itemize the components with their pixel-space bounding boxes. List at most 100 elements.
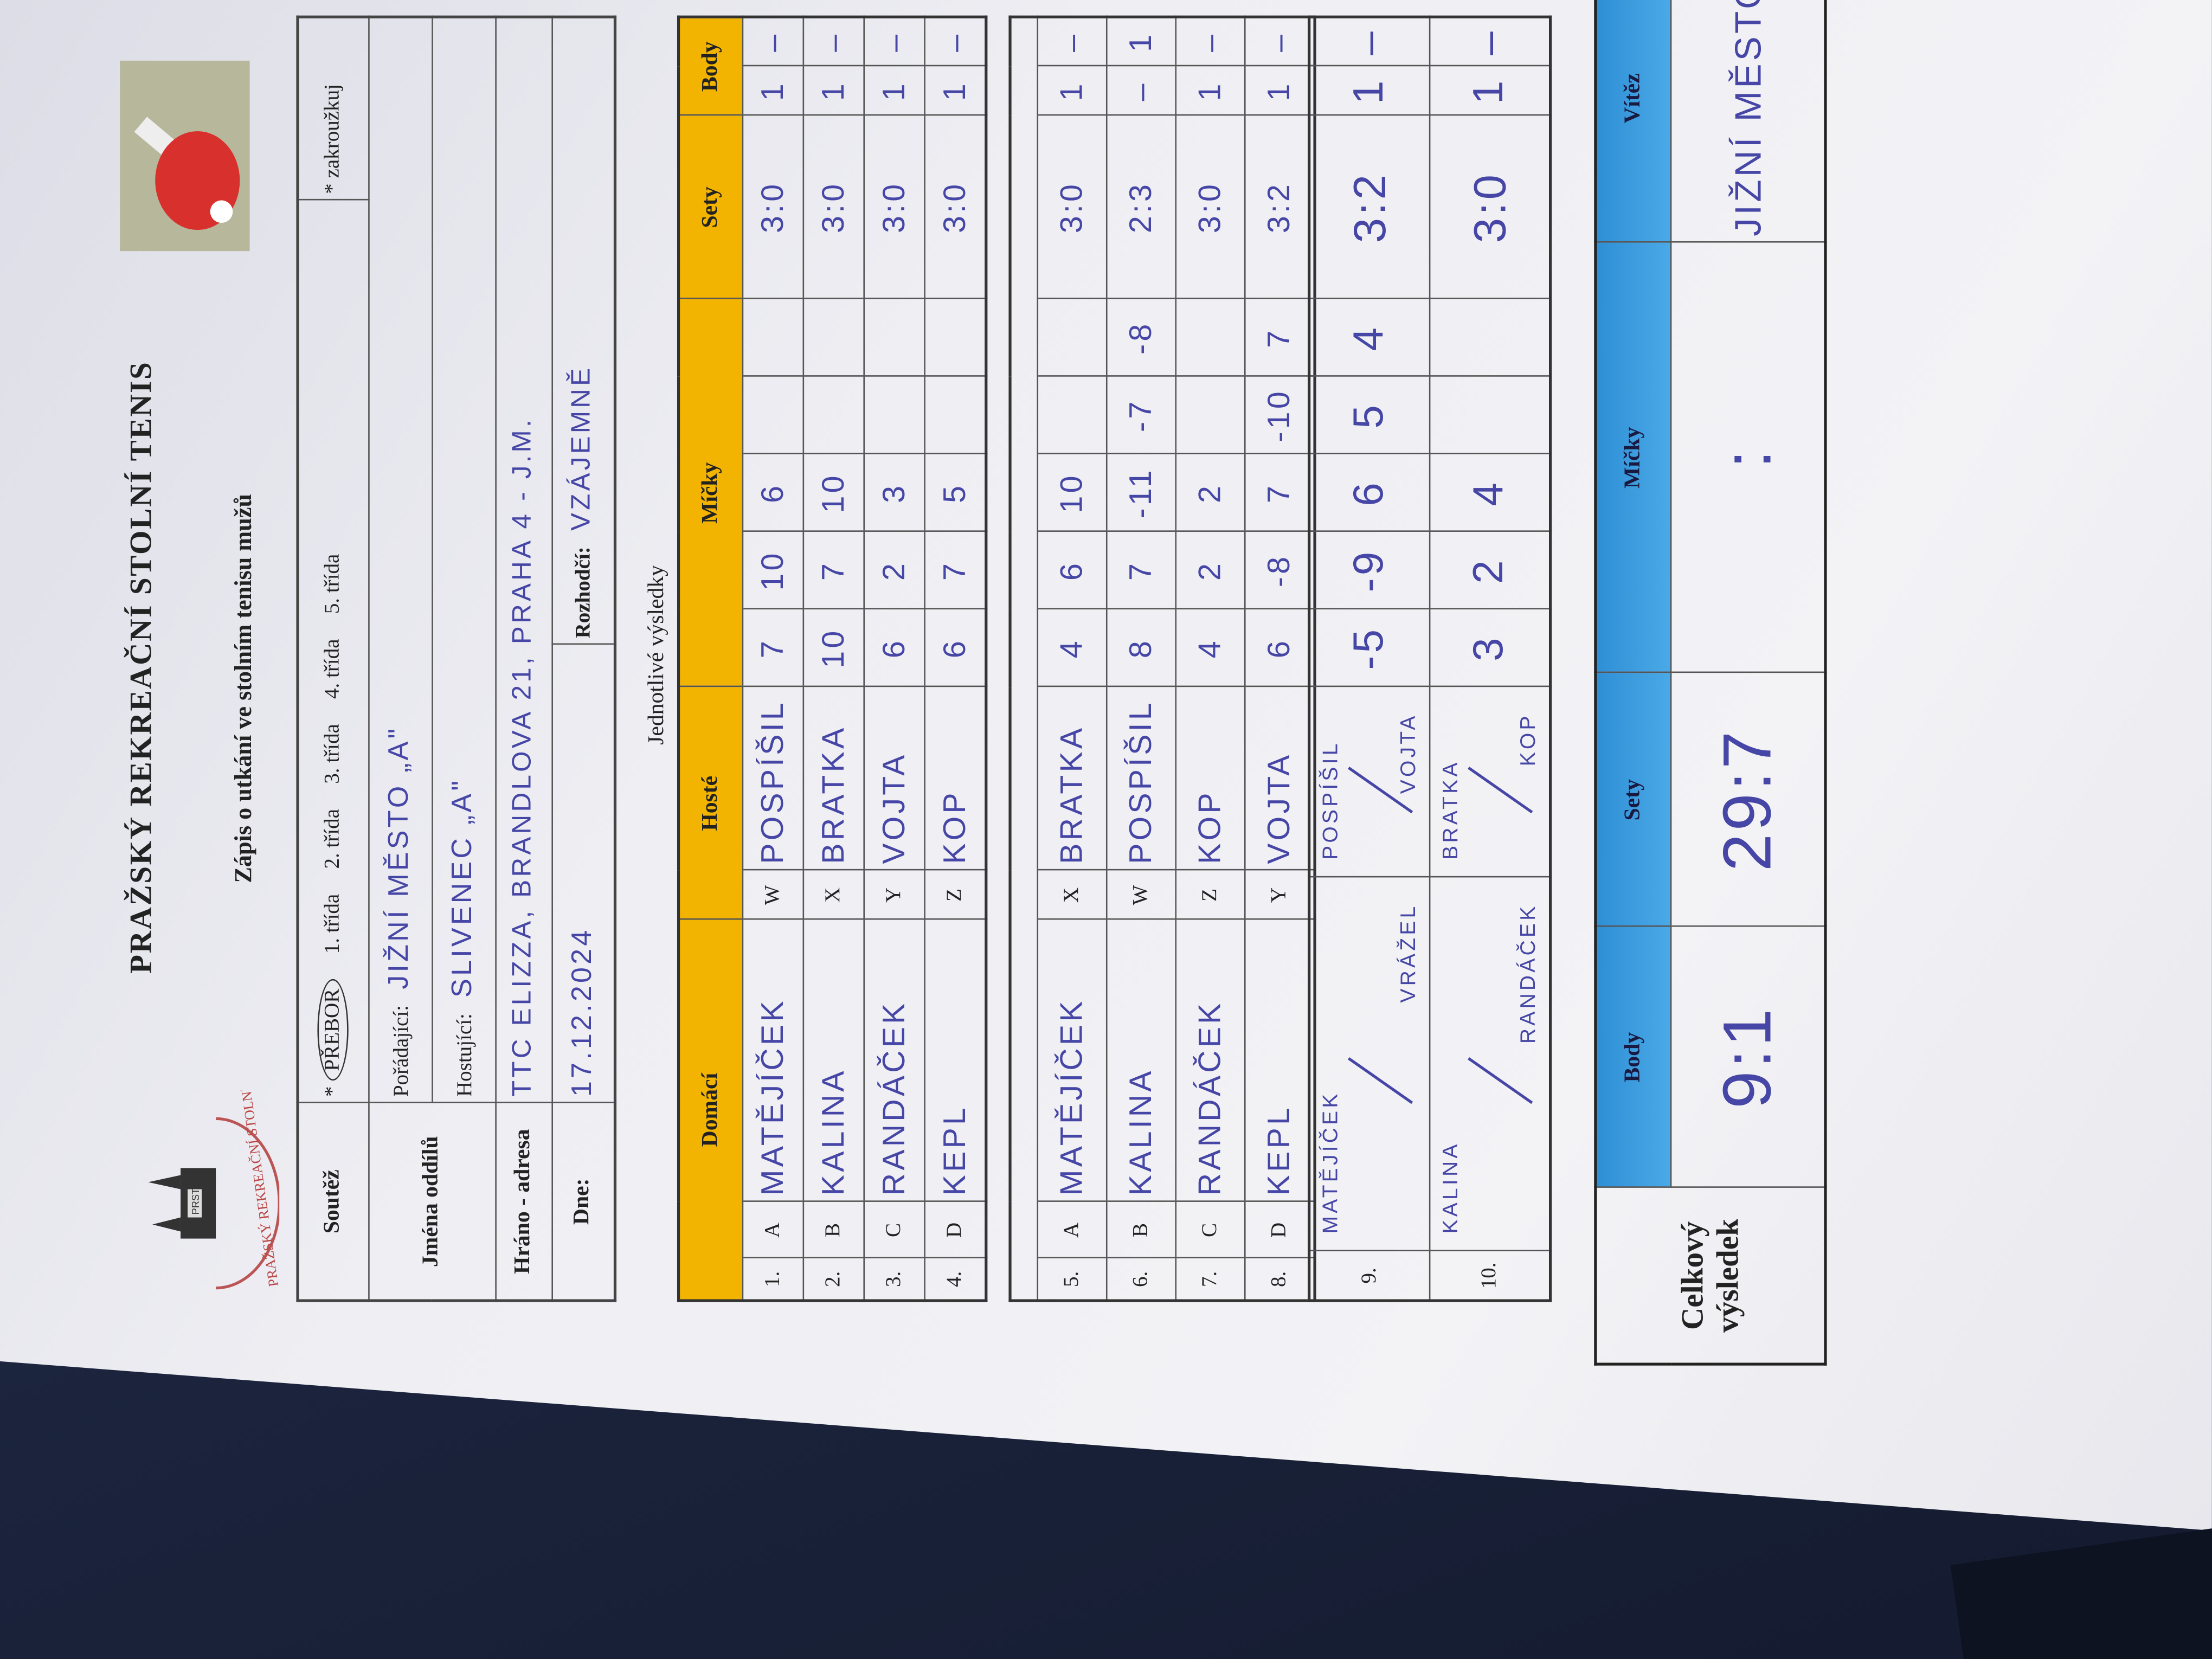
balls-set-4[interactable]	[803, 376, 864, 454]
home-points[interactable]: 1	[1245, 66, 1315, 116]
sets-score[interactable]: 3:0	[924, 115, 986, 299]
balls-set-4[interactable]	[864, 376, 925, 454]
sets-score[interactable]: 2:3	[1107, 115, 1176, 299]
home-player[interactable]: KEPL	[924, 919, 986, 1202]
sets-score[interactable]: 3:0	[1430, 115, 1551, 299]
guest-pair[interactable]: POSPÍŠIL VOJTA	[1309, 687, 1430, 878]
balls-set-1[interactable]: 7	[742, 609, 803, 687]
balls-set-4[interactable]	[1175, 376, 1245, 454]
balls-set-5[interactable]: 7	[1245, 299, 1315, 377]
home-player[interactable]: MATĚJÍČEK	[742, 919, 803, 1202]
balls-set-5[interactable]	[1430, 299, 1551, 377]
guest-player[interactable]: POSPÍŠIL	[1107, 687, 1176, 871]
organizer-value[interactable]: JIŽNÍ MĚSTO „A"	[383, 725, 415, 989]
home-player[interactable]: KALINA	[1107, 919, 1176, 1202]
guest-points[interactable]: –	[1309, 17, 1430, 67]
sets-score[interactable]: 3:0	[1175, 115, 1245, 299]
guest-points[interactable]: –	[1037, 17, 1107, 67]
balls-set-2[interactable]: 7	[803, 531, 864, 609]
guest-player[interactable]: BRATKA	[1037, 687, 1107, 871]
balls-set-4[interactable]	[1037, 376, 1107, 454]
guest-player[interactable]: KOP	[1175, 687, 1245, 871]
guest-player[interactable]: POSPÍŠIL	[742, 687, 803, 871]
balls-set-2[interactable]: 2	[864, 531, 925, 609]
class-option-4[interactable]: 4. třída	[321, 639, 344, 699]
balls-set-1[interactable]: 6	[924, 609, 986, 687]
venue-value[interactable]: TTC ELIZZA, BRANDLOVA 21, PRAHA 4 - J.M.	[495, 17, 552, 1103]
guest-player[interactable]: BRATKA	[803, 687, 864, 871]
guest-points[interactable]: –	[803, 16, 864, 67]
balls-set-2[interactable]: 7	[924, 531, 986, 609]
balls-set-3[interactable]: 2	[1175, 454, 1245, 532]
home-points[interactable]: 1	[1309, 66, 1430, 116]
guest-points[interactable]: –	[864, 16, 925, 67]
balls-set-2[interactable]: -9	[1309, 531, 1430, 610]
class-option-5[interactable]: 5. třída	[321, 554, 344, 614]
guest-points[interactable]: –	[924, 16, 986, 67]
balls-set-3[interactable]: 6	[1309, 454, 1430, 532]
balls-set-2[interactable]: 10	[742, 531, 803, 609]
guest-player[interactable]: VOJTA	[1245, 687, 1315, 871]
sets-score[interactable]: 3:2	[1245, 115, 1315, 299]
balls-set-3[interactable]: 7	[1245, 454, 1315, 532]
balls-set-5[interactable]	[924, 299, 986, 377]
balls-set-4[interactable]	[742, 376, 803, 454]
home-points[interactable]: –	[1107, 66, 1176, 116]
balls-set-3[interactable]: 5	[924, 454, 986, 532]
sets-score[interactable]: 3:0	[803, 115, 864, 299]
class-option-prebor[interactable]: PŘEBOR	[317, 979, 349, 1081]
balls-set-4[interactable]: 5	[1309, 376, 1430, 454]
class-option-1[interactable]: 1. třída	[321, 893, 344, 954]
sets-score[interactable]: 3:2	[1309, 115, 1430, 299]
balls-set-1[interactable]: 6	[864, 609, 925, 687]
balls-set-1[interactable]: -5	[1309, 609, 1430, 687]
balls-set-1[interactable]: 8	[1107, 609, 1176, 687]
balls-set-2[interactable]: 2	[1430, 531, 1551, 610]
balls-set-3[interactable]: 4	[1430, 454, 1551, 532]
balls-set-2[interactable]: -8	[1245, 531, 1315, 610]
guest-points[interactable]: –	[742, 16, 803, 67]
home-player[interactable]: RANDÁČEK	[864, 919, 925, 1202]
guest-player[interactable]: VOJTA	[864, 687, 925, 871]
total-sets[interactable]: 29:7	[1671, 673, 1825, 927]
home-points[interactable]: 1	[924, 66, 986, 116]
guest-points[interactable]: –	[1430, 17, 1551, 67]
winner[interactable]: JIŽNÍ MĚSTO „A"	[1671, 0, 1825, 243]
balls-set-4[interactable]: -10	[1245, 376, 1315, 454]
home-pair[interactable]: MATĚJÍČEK VRÁŽEL	[1309, 877, 1430, 1251]
home-player[interactable]: KALINA	[803, 919, 864, 1202]
total-points[interactable]: 9:1	[1671, 927, 1825, 1188]
balls-set-2[interactable]: 6	[1037, 531, 1107, 610]
balls-set-5[interactable]	[1037, 299, 1107, 377]
guest-points[interactable]: –	[1175, 17, 1245, 67]
guest-pair[interactable]: BRATKA KOP	[1430, 687, 1551, 878]
total-balls[interactable]: :	[1671, 242, 1825, 673]
balls-set-3[interactable]: 10	[1037, 454, 1107, 532]
sets-score[interactable]: 3:0	[864, 115, 925, 299]
balls-set-2[interactable]: 7	[1107, 531, 1176, 610]
balls-set-5[interactable]: 4	[1309, 299, 1430, 377]
balls-set-4[interactable]: -7	[1107, 376, 1176, 454]
balls-set-3[interactable]: 6	[742, 454, 803, 532]
home-points[interactable]: 1	[803, 66, 864, 116]
home-points[interactable]: 1	[1037, 66, 1107, 116]
balls-set-1[interactable]: 4	[1175, 609, 1245, 687]
guest-points[interactable]: 1	[1107, 17, 1176, 67]
balls-set-1[interactable]: 10	[803, 609, 864, 687]
sets-score[interactable]: 3:0	[1037, 115, 1107, 299]
class-option-2[interactable]: 2. třída	[321, 808, 344, 869]
balls-set-5[interactable]: -8	[1107, 299, 1176, 377]
guest-player[interactable]: KOP	[924, 687, 986, 871]
balls-set-1[interactable]: 3	[1430, 609, 1551, 687]
balls-set-5[interactable]	[803, 299, 864, 377]
balls-set-4[interactable]	[1430, 376, 1551, 454]
balls-set-5[interactable]	[864, 299, 925, 377]
home-points[interactable]: 1	[1430, 66, 1551, 116]
sets-score[interactable]: 3:0	[742, 115, 803, 299]
home-player[interactable]: KEPL	[1245, 919, 1315, 1202]
balls-set-5[interactable]	[1175, 299, 1245, 377]
home-points[interactable]: 1	[1175, 66, 1245, 116]
balls-set-3[interactable]: 10	[803, 454, 864, 532]
class-option-3[interactable]: 3. třída	[321, 724, 344, 784]
balls-set-1[interactable]: 4	[1037, 609, 1107, 687]
